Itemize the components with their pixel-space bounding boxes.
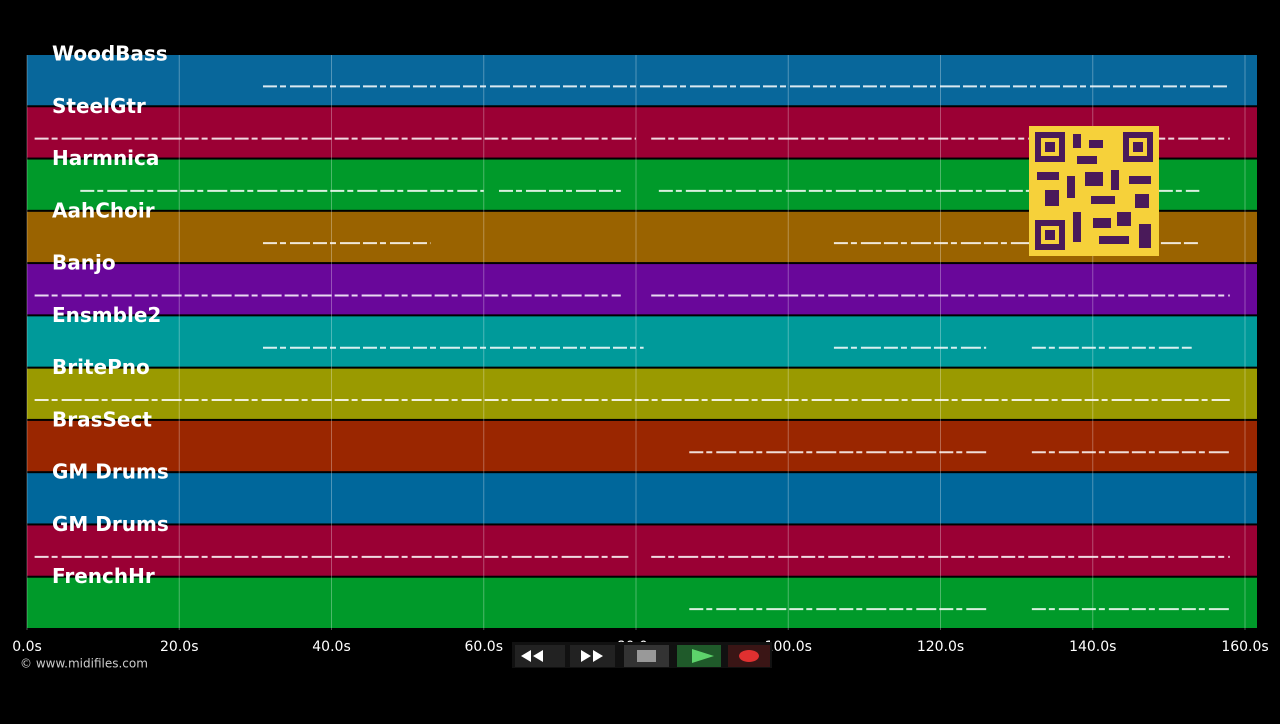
track-lane (27, 525, 1257, 576)
forward-button[interactable] (570, 645, 615, 667)
x-tick-label: 160.0s (1221, 639, 1268, 655)
record-button[interactable] (728, 645, 770, 667)
x-tick-label: 40.0s (312, 639, 350, 655)
x-tick-label: 20.0s (160, 639, 198, 655)
track-name: GM Drums (52, 460, 169, 484)
track-lane (27, 55, 1257, 106)
track-lane (27, 577, 1257, 628)
x-tick-label: 100.0s (765, 639, 812, 655)
track-lane (27, 473, 1257, 524)
stop-button[interactable] (624, 645, 669, 667)
track-name: SteelGtr (52, 94, 146, 118)
x-tick-label: 0.0s (12, 639, 42, 655)
x-tick-label: 140.0s (1069, 639, 1116, 655)
rewind-button[interactable] (515, 645, 565, 667)
track-name: AahChoir (52, 198, 155, 222)
track-name: Ensmble2 (52, 303, 161, 327)
x-tick-label: 120.0s (917, 639, 964, 655)
track-name: FrenchHr (52, 564, 155, 588)
track-lane (27, 316, 1257, 367)
track-name: WoodBass (52, 42, 168, 66)
copyright: © www.midifiles.com (20, 657, 148, 671)
track-name: GM Drums (52, 512, 169, 536)
track-name: Banjo (52, 251, 116, 275)
track-lane (27, 264, 1257, 315)
transport-controls (512, 642, 772, 668)
qr-code (1029, 126, 1159, 256)
play-button[interactable] (677, 645, 721, 667)
track-name: BrasSect (52, 407, 152, 431)
track-lane (27, 368, 1257, 419)
x-tick-label: 60.0s (465, 639, 503, 655)
track-lane (27, 420, 1257, 472)
track-name: BritePno (52, 355, 150, 379)
track-name: Harmnica (52, 146, 159, 170)
